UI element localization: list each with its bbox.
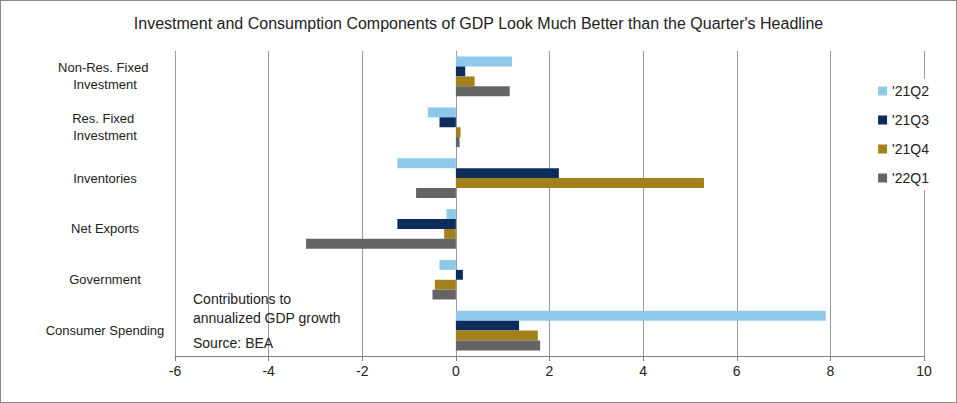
svg-text:annualized GDP growth: annualized GDP growth	[193, 310, 341, 326]
svg-text:'22Q1: '22Q1	[892, 170, 929, 186]
svg-text:Consumer Spending: Consumer Spending	[46, 323, 165, 338]
svg-text:'21Q3: '21Q3	[892, 112, 929, 128]
svg-text:Government: Government	[69, 272, 141, 287]
svg-text:Res. Fixed: Res. Fixed	[72, 111, 138, 126]
svg-text:8: 8	[826, 363, 834, 379]
svg-text:Inventories: Inventories	[73, 171, 137, 186]
svg-text:2: 2	[546, 363, 554, 379]
svg-text:Investment: Investment	[73, 128, 137, 143]
svg-text:-6: -6	[169, 363, 182, 379]
svg-text:0: 0	[452, 363, 460, 379]
svg-text:Investment: Investment	[73, 77, 137, 92]
svg-text:Non-Res. Fixed: Non-Res. Fixed	[58, 60, 152, 75]
svg-text:Source: BEA: Source: BEA	[193, 335, 274, 351]
svg-text:Contributions to: Contributions to	[193, 291, 295, 307]
svg-text:4: 4	[639, 363, 647, 379]
svg-text:10: 10	[916, 363, 932, 379]
svg-text:'21Q2: '21Q2	[892, 83, 929, 99]
svg-text:'21Q4: '21Q4	[892, 141, 929, 157]
svg-text:6: 6	[733, 363, 741, 379]
svg-text:Investment and Consumption Com: Investment and Consumption Components of…	[134, 15, 823, 32]
svg-text:Net Exports: Net Exports	[71, 221, 139, 236]
svg-text:-4: -4	[262, 363, 275, 379]
svg-text:-2: -2	[356, 363, 369, 379]
